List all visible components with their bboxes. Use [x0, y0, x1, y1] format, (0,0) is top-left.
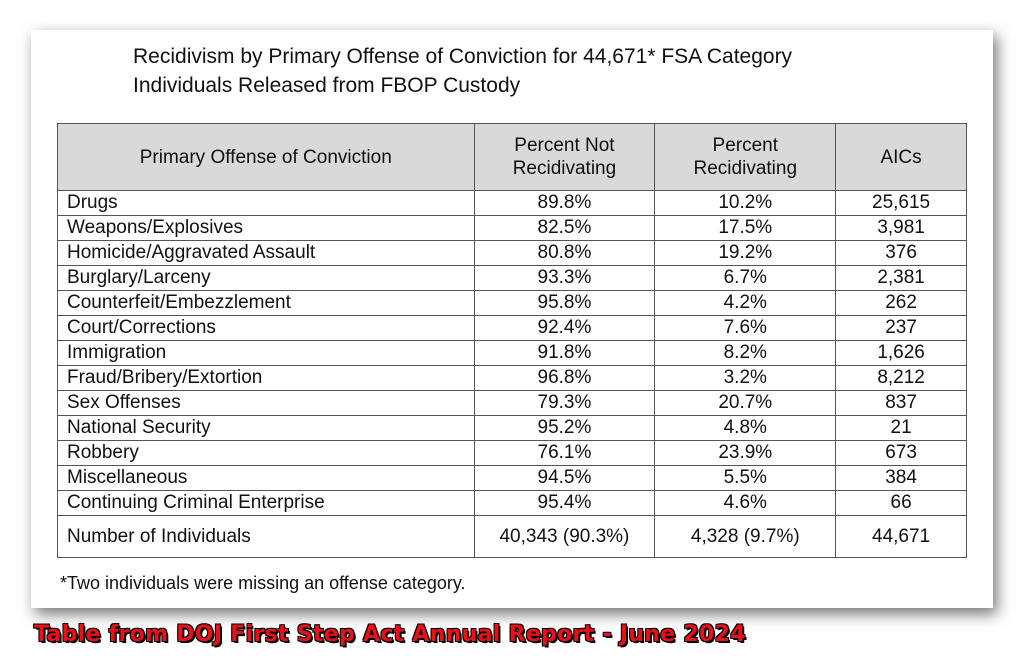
table-row: Court/Corrections 92.4% 7.6% 237	[57, 315, 967, 341]
aics-cell: 21	[835, 415, 967, 441]
table-row: Drugs 89.8% 10.2% 25,615	[57, 190, 967, 216]
not-recidivating-cell: 91.8%	[473, 340, 656, 366]
header-row: Primary Offense of Conviction Percent No…	[57, 123, 967, 191]
offense-cell: Robbery	[57, 440, 475, 466]
table-row: Miscellaneous 94.5% 5.5% 384	[57, 465, 967, 491]
offense-cell: Homicide/Aggravated Assault	[57, 240, 475, 266]
offense-cell: Miscellaneous	[57, 465, 475, 491]
total-not-recidivating-cell: 40,343 (90.3%)	[473, 515, 656, 558]
aics-cell: 25,615	[835, 190, 967, 216]
title-line-1: Recidivism by Primary Offense of Convict…	[133, 45, 793, 68]
table-row: Continuing Criminal Enterprise 95.4% 4.6…	[57, 490, 967, 516]
total-aics-cell: 44,671	[835, 515, 967, 558]
table-row: National Security 95.2% 4.8% 21	[57, 415, 967, 441]
offense-cell: Drugs	[57, 190, 475, 216]
table-row: Burglary/Larceny 93.3% 6.7% 2,381	[57, 265, 967, 291]
offense-cell: Sex Offenses	[57, 390, 475, 416]
table-row: Weapons/Explosives 82.5% 17.5% 3,981	[57, 215, 967, 241]
not-recidivating-cell: 89.8%	[473, 190, 656, 216]
table-row: Robbery 76.1% 23.9% 673	[57, 440, 967, 466]
recidivating-cell: 5.5%	[654, 465, 837, 491]
not-recidivating-cell: 80.8%	[473, 240, 656, 266]
offense-cell: Fraud/Bribery/Extortion	[57, 365, 475, 391]
footnote: *Two individuals were missing an offense…	[60, 573, 466, 593]
source-caption: Table from DOJ First Step Act Annual Rep…	[34, 622, 746, 647]
header-aics: AICs	[835, 123, 967, 191]
recidivating-cell: 23.9%	[654, 440, 837, 466]
aics-cell: 376	[835, 240, 967, 266]
offense-cell: Court/Corrections	[57, 315, 475, 341]
not-recidivating-cell: 95.2%	[473, 415, 656, 441]
total-label-cell: Number of Individuals	[57, 515, 475, 558]
aics-cell: 262	[835, 290, 967, 316]
offense-cell: Counterfeit/Embezzlement	[57, 290, 475, 316]
offense-cell: Weapons/Explosives	[57, 215, 475, 241]
table-row: Immigration 91.8% 8.2% 1,626	[57, 340, 967, 366]
not-recidivating-cell: 82.5%	[473, 215, 656, 241]
recidivating-cell: 19.2%	[654, 240, 837, 266]
table-row: Sex Offenses 79.3% 20.7% 837	[57, 390, 967, 416]
recidivating-cell: 6.7%	[654, 265, 837, 291]
not-recidivating-cell: 94.5%	[473, 465, 656, 491]
offense-cell: Immigration	[57, 340, 475, 366]
table-row: Counterfeit/Embezzlement 95.8% 4.2% 262	[57, 290, 967, 316]
aics-cell: 384	[835, 465, 967, 491]
not-recidivating-cell: 79.3%	[473, 390, 656, 416]
table-row: Fraud/Bribery/Extortion 96.8% 3.2% 8,212	[57, 365, 967, 391]
recidivating-cell: 3.2%	[654, 365, 837, 391]
recidivating-cell: 7.6%	[654, 315, 837, 341]
recidivism-table: Primary Offense of Conviction Percent No…	[57, 123, 967, 558]
total-row: Number of Individuals 40,343 (90.3%) 4,3…	[57, 515, 967, 558]
total-recidivating-cell: 4,328 (9.7%)	[654, 515, 837, 558]
not-recidivating-cell: 93.3%	[473, 265, 656, 291]
aics-cell: 3,981	[835, 215, 967, 241]
not-recidivating-cell: 76.1%	[473, 440, 656, 466]
recidivating-cell: 10.2%	[654, 190, 837, 216]
aics-cell: 673	[835, 440, 967, 466]
aics-cell: 2,381	[835, 265, 967, 291]
recidivating-cell: 8.2%	[654, 340, 837, 366]
offense-cell: Burglary/Larceny	[57, 265, 475, 291]
offense-cell: National Security	[57, 415, 475, 441]
not-recidivating-cell: 96.8%	[473, 365, 656, 391]
offense-cell: Continuing Criminal Enterprise	[57, 490, 475, 516]
recidivating-cell: 17.5%	[654, 215, 837, 241]
not-recidivating-cell: 95.4%	[473, 490, 656, 516]
header-percent-not-recidivating: Percent Not Recidivating	[473, 123, 656, 191]
recidivating-cell: 4.6%	[654, 490, 837, 516]
aics-cell: 8,212	[835, 365, 967, 391]
recidivating-cell: 20.7%	[654, 390, 837, 416]
header-offense: Primary Offense of Conviction	[57, 123, 475, 191]
aics-cell: 66	[835, 490, 967, 516]
aics-cell: 837	[835, 390, 967, 416]
recidivating-cell: 4.8%	[654, 415, 837, 441]
table-row: Homicide/Aggravated Assault 80.8% 19.2% …	[57, 240, 967, 266]
not-recidivating-cell: 95.8%	[473, 290, 656, 316]
aics-cell: 237	[835, 315, 967, 341]
not-recidivating-cell: 92.4%	[473, 315, 656, 341]
aics-cell: 1,626	[835, 340, 967, 366]
title-line-2: Individuals Released from FBOP Custody	[133, 74, 521, 97]
header-percent-recidivating: Percent Recidivating	[654, 123, 837, 191]
recidivating-cell: 4.2%	[654, 290, 837, 316]
table-title: Recidivism by Primary Offense of Convict…	[133, 42, 933, 100]
